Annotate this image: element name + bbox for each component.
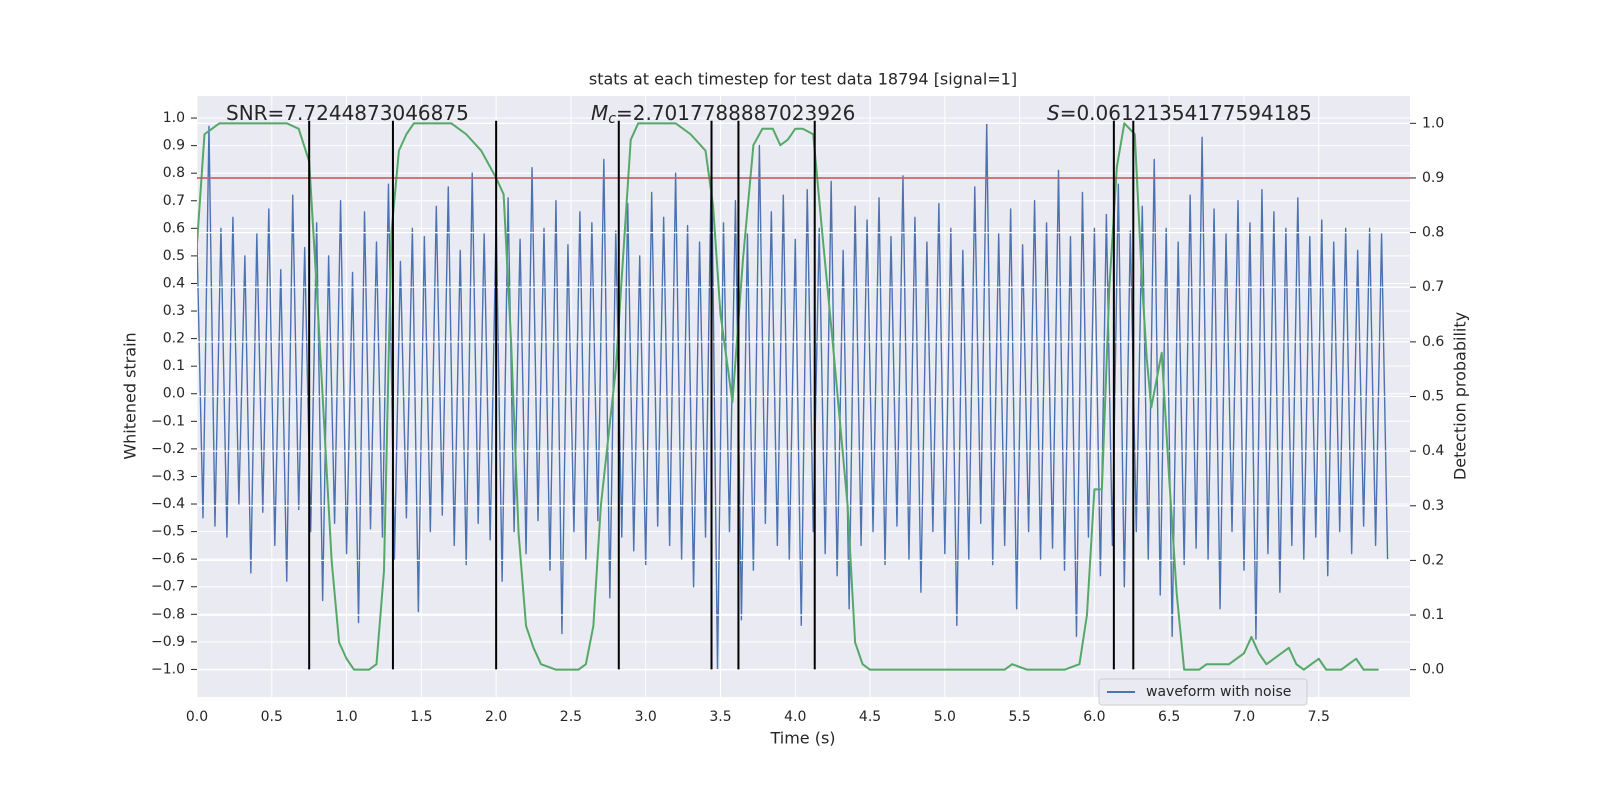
legend-box (1098, 678, 1308, 706)
y-axis-label: Whitened strain (121, 332, 140, 459)
y2-tick-label: 1.0 (1422, 115, 1444, 131)
x-tick-label: 0.5 (261, 709, 283, 725)
marks (197, 122, 1389, 671)
grid (197, 122, 1410, 671)
x-tick-label: 4.5 (859, 709, 881, 725)
x-tick-label: 6.5 (1158, 709, 1180, 725)
x-tick-label: 3.0 (635, 709, 657, 725)
x-tick-label: 2.0 (485, 709, 507, 725)
y-tick-label: 1.0 (163, 110, 185, 126)
y2-tick-label: 0.6 (1422, 334, 1444, 350)
y-tick-label: −0.3 (151, 468, 185, 484)
y-tick-label: 0.6 (163, 220, 185, 236)
y2-tick-label: 0.2 (1422, 552, 1444, 568)
x-tick-label: 5.5 (1008, 709, 1030, 725)
y-tick-label: 0.3 (163, 303, 185, 319)
annotation-text: =2.7017788887023926 (616, 101, 855, 125)
chart-title: stats at each timestep for test data 187… (589, 70, 1017, 89)
legend-label: waveform with noise (1146, 684, 1291, 700)
annotation-text: =0.06121354177594185 (1060, 101, 1312, 125)
y2-axis-label: Detection probability (1451, 312, 1470, 480)
series-line (197, 122, 1379, 671)
x-tick-label: 0.0 (186, 709, 208, 725)
x-tick-label: 2.5 (560, 709, 582, 725)
x-tick-label: 5.0 (934, 709, 956, 725)
y-tick-label: −1.0 (151, 661, 185, 677)
y-tick-label: 0.4 (163, 275, 185, 291)
y2-tick-label: 0.7 (1422, 279, 1444, 295)
y-tick-label: 0.9 (163, 138, 185, 154)
annotation-symbol: M (591, 101, 608, 125)
y-tick-label: 0.7 (163, 193, 185, 209)
x-axis-label: Time (s) (769, 729, 835, 748)
y2-tick-label: 0.9 (1422, 170, 1444, 186)
y2-tick-label: 0.1 (1422, 607, 1444, 623)
overlays (197, 120, 1410, 671)
labels: 0.0 0.5 1.0 1.5 2.0 2.5 3.0 3.5 4.0 4.5 5.0 5.5 6.0 6… (151, 101, 1444, 726)
y-tick-label: −0.9 (151, 634, 185, 650)
y-tick-label: −0.6 (151, 551, 185, 567)
annotation: Mc=2.7017788887023926 (591, 101, 855, 128)
y2-tick-label: 0.0 (1422, 662, 1444, 678)
y-tick-label: −0.2 (151, 441, 185, 457)
annotation-symbol: S (1047, 101, 1060, 125)
y-tick-label: −0.4 (151, 496, 185, 512)
y-tick-label: 0.0 (163, 386, 185, 402)
x-tick-label: 7.5 (1308, 709, 1330, 725)
x-tick-label: 1.5 (410, 709, 432, 725)
y2-tick-label: 0.3 (1422, 498, 1444, 514)
annotation: S=0.06121354177594185 (1047, 101, 1312, 125)
y2-tick-label: 0.4 (1422, 443, 1444, 459)
y-tick-label: −0.1 (151, 413, 185, 429)
x-tick-label: 3.5 (709, 709, 731, 725)
y2-tick-label: 0.5 (1422, 389, 1444, 405)
annotation-subscript: c (608, 111, 616, 127)
y-tick-label: −0.5 (151, 524, 185, 540)
x-tick-label: 1.0 (335, 709, 357, 725)
y-tick-label: 0.5 (163, 248, 185, 264)
x-tick-label: 4.0 (784, 709, 806, 725)
y-tick-label: 0.2 (163, 331, 185, 347)
y-tick-label: 0.1 (163, 358, 185, 374)
y2-tick-label: 0.8 (1422, 225, 1444, 241)
annotation: SNR=7.7244873046875 (226, 101, 469, 125)
series-line (197, 122, 1389, 671)
y-tick-label: 0.8 (163, 165, 185, 181)
annotation-text: SNR=7.7244873046875 (226, 101, 469, 125)
y-tick-label: −0.7 (151, 579, 185, 595)
x-tick-label: 7.0 (1233, 709, 1255, 725)
x-tick-label: 6.0 (1083, 709, 1105, 725)
y-tick-label: −0.8 (151, 606, 185, 622)
